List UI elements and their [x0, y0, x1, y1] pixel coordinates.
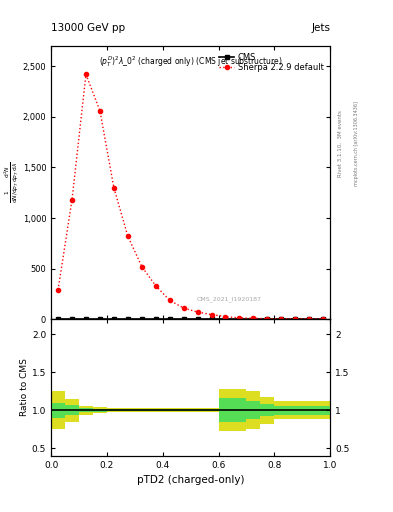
- CMS: [112, 316, 116, 322]
- Y-axis label: Ratio to CMS: Ratio to CMS: [20, 358, 29, 416]
- Sherpa 2.2.9 default: [237, 315, 242, 321]
- CMS: [97, 316, 102, 322]
- CMS: [153, 316, 158, 322]
- Sherpa 2.2.9 default: [321, 316, 325, 322]
- Sherpa 2.2.9 default: [265, 315, 270, 322]
- Line: CMS: CMS: [56, 317, 325, 321]
- Sherpa 2.2.9 default: [125, 233, 130, 239]
- Line: Sherpa 2.2.9 default: Sherpa 2.2.9 default: [56, 72, 325, 321]
- Text: Jets: Jets: [311, 23, 330, 33]
- CMS: [251, 316, 256, 322]
- Text: $(p_T^D)^2\lambda\_0^2$ (charged only) (CMS jet substructure): $(p_T^D)^2\lambda\_0^2$ (charged only) (…: [99, 54, 283, 69]
- CMS: [209, 316, 214, 322]
- CMS: [195, 316, 200, 322]
- CMS: [125, 316, 130, 322]
- CMS: [140, 316, 144, 322]
- Legend: CMS, Sherpa 2.2.9 default: CMS, Sherpa 2.2.9 default: [217, 50, 326, 75]
- Sherpa 2.2.9 default: [153, 283, 158, 289]
- CMS: [307, 316, 312, 322]
- CMS: [237, 316, 242, 322]
- Sherpa 2.2.9 default: [84, 71, 88, 77]
- Sherpa 2.2.9 default: [70, 197, 74, 203]
- Y-axis label: $\frac{1}{\mathrm{d}N/\mathrm{d}p_T}\frac{\mathrm{d}^2N}{\mathrm{d}p_T\,\mathrm{: $\frac{1}{\mathrm{d}N/\mathrm{d}p_T}\fra…: [3, 162, 21, 203]
- X-axis label: pTD2 (charged-only): pTD2 (charged-only): [137, 475, 244, 485]
- Sherpa 2.2.9 default: [307, 316, 312, 322]
- CMS: [84, 316, 88, 322]
- Sherpa 2.2.9 default: [140, 264, 144, 270]
- Sherpa 2.2.9 default: [223, 313, 228, 319]
- CMS: [293, 316, 298, 322]
- Sherpa 2.2.9 default: [293, 316, 298, 322]
- Sherpa 2.2.9 default: [251, 315, 256, 322]
- CMS: [223, 316, 228, 322]
- Sherpa 2.2.9 default: [167, 297, 172, 304]
- CMS: [56, 316, 61, 322]
- Sherpa 2.2.9 default: [195, 309, 200, 315]
- CMS: [265, 316, 270, 322]
- Sherpa 2.2.9 default: [181, 305, 186, 311]
- Text: Rivet 3.1.10,  3M events: Rivet 3.1.10, 3M events: [338, 110, 343, 177]
- Text: CMS_2021_I1920187: CMS_2021_I1920187: [196, 296, 261, 302]
- Sherpa 2.2.9 default: [97, 108, 102, 114]
- CMS: [70, 316, 74, 322]
- CMS: [181, 316, 186, 322]
- Sherpa 2.2.9 default: [279, 316, 284, 322]
- Sherpa 2.2.9 default: [56, 287, 61, 293]
- CMS: [321, 316, 325, 322]
- Text: mcplots.cern.ch [arXiv:1306.3436]: mcplots.cern.ch [arXiv:1306.3436]: [354, 101, 359, 186]
- Sherpa 2.2.9 default: [209, 311, 214, 317]
- CMS: [279, 316, 284, 322]
- Sherpa 2.2.9 default: [112, 185, 116, 191]
- Text: 13000 GeV pp: 13000 GeV pp: [51, 23, 125, 33]
- CMS: [167, 316, 172, 322]
